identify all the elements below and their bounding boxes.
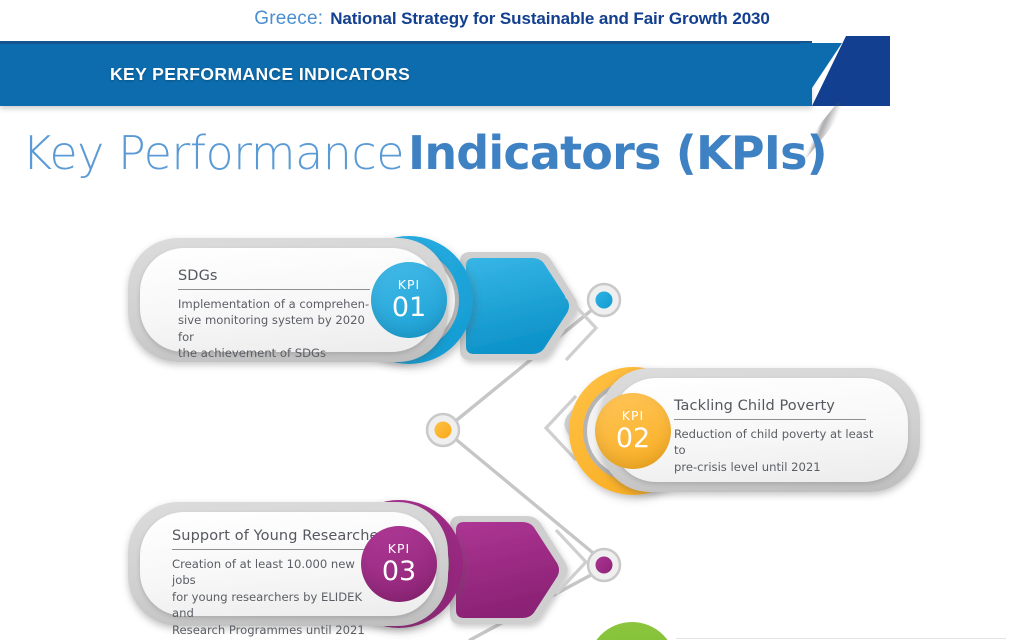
kpi-01-body-line-3: the achievement of SDGs — [178, 346, 327, 361]
banner-label: KEY PERFORMANCE INDICATORS — [110, 64, 411, 84]
kpi-01-badge-label: KPI — [397, 277, 421, 293]
kpi-diagram: SDGs Implementation of a comprehen- sive… — [0, 200, 1024, 640]
kpi-01-body-line-2: sive monitoring system by 2020 for — [178, 313, 365, 344]
header-subtitle: National Strategy for Sustainable and Fa… — [330, 9, 770, 28]
connector-dot-01 — [586, 282, 622, 318]
kpi-03-body-line-3: Research Programmes until 2021 — [172, 622, 365, 637]
page-title-light: Key Performance — [22, 126, 405, 180]
kpi-02-outline-chevron — [543, 394, 578, 462]
kpi-03-title: Support of Young Researchers — [172, 528, 393, 544]
kpi-01-body: Implementation of a comprehen- sive moni… — [178, 296, 378, 362]
banner-top-edge — [0, 41, 812, 44]
kpi-03-outline-chevron — [554, 528, 589, 596]
kpi-01-body-line-1: Implementation of a comprehen- — [178, 297, 370, 311]
kpi-03-badge-label: KPI — [387, 541, 411, 557]
kpi-02-badge-number: 02 — [615, 422, 651, 454]
kpi-01-title: SDGs — [178, 268, 218, 284]
kpi-03-body: Creation of at least 10.000 new jobs for… — [172, 556, 382, 638]
kpi-02-rule — [674, 419, 866, 420]
kpi-01-hexagon — [460, 252, 578, 360]
kpi-02-body-line-1: Reduction of child poverty at least to — [674, 427, 874, 458]
connector-dot-02 — [425, 412, 461, 448]
kpi-03-badge[interactable]: KPI 03 — [361, 526, 437, 602]
kpi-03-hexagon — [450, 516, 568, 624]
connector-dot-03 — [586, 547, 622, 583]
banner-bar — [0, 43, 812, 106]
kpi-03-card-text: Support of Young Researchers Creation of… — [172, 528, 393, 638]
kpi-01-outline-chevron — [564, 294, 599, 362]
header-country: Greece: — [254, 8, 324, 29]
kpi-02-title: Tackling Child Poverty — [674, 398, 835, 414]
kpi-02-body: Reduction of child poverty at least to p… — [674, 426, 884, 475]
kpi-01-rule — [178, 289, 370, 290]
kpi-03-body-line-1: Creation of at least 10.000 new jobs — [172, 557, 355, 588]
kpi-02-body-line-2: pre-crisis level until 2021 — [674, 459, 821, 474]
kpi-02-card-text: Tackling Child Poverty Reduction of chil… — [674, 398, 884, 475]
document-header: Greece: National Strategy for Sustainabl… — [0, 4, 1024, 34]
kpi-02-badge[interactable]: KPI 02 — [595, 393, 671, 469]
bottom-hairline — [676, 638, 1006, 639]
section-banner: KEY PERFORMANCE INDICATORS — [0, 36, 1024, 166]
page-title: Key Performance Indicators (KPIs) — [22, 118, 828, 188]
kpi-01-card-text: SDGs Implementation of a comprehen- sive… — [178, 268, 378, 362]
page-title-bold: Indicators (KPIs) — [408, 126, 828, 180]
kpi-03-badge-number: 03 — [381, 555, 417, 587]
kpi-01-badge[interactable]: KPI 01 — [371, 262, 447, 338]
kpi-03-rule — [172, 549, 364, 550]
kpi-02-badge-label: KPI — [621, 408, 645, 424]
kpi-03-body-line-2: for young researchers by ELIDEK and — [172, 589, 363, 621]
kpi-01-badge-number: 01 — [391, 291, 427, 323]
